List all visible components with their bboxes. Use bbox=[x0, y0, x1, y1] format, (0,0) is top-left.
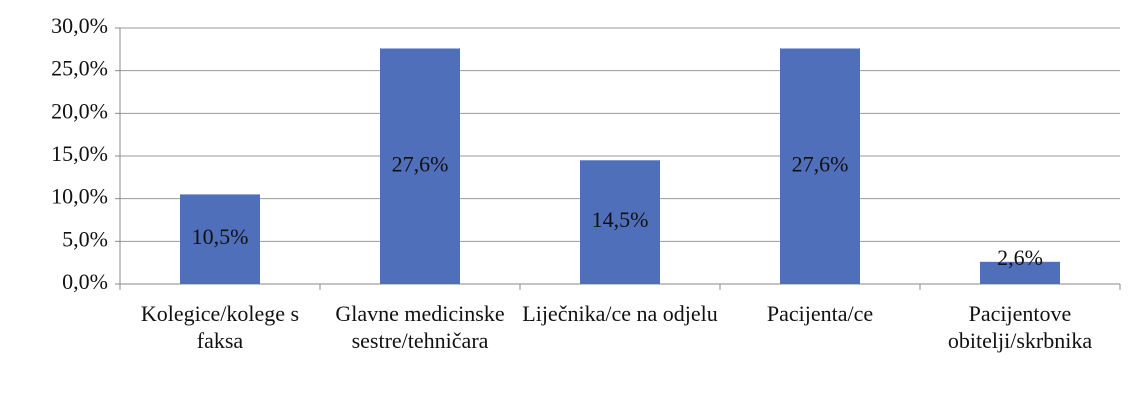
y-tick-label: 15,0% bbox=[51, 141, 108, 166]
bar bbox=[380, 48, 460, 285]
x-tick-label: Pacijentove obitelji/skrbnika bbox=[947, 301, 1093, 353]
x-tick-label: Liječnika/ce na odjelu bbox=[522, 301, 718, 326]
y-tick-label: 30,0% bbox=[51, 13, 108, 38]
bar bbox=[780, 48, 860, 285]
value-label: 10,5% bbox=[192, 224, 249, 249]
value-label: 14,5% bbox=[592, 207, 649, 232]
y-tick-label: 25,0% bbox=[51, 56, 108, 81]
x-tick-label: Kolegice/kolege s faksa bbox=[140, 301, 300, 353]
x-tick-label: Pacijenta/ce bbox=[766, 301, 874, 326]
y-tick-label: 10,0% bbox=[51, 184, 108, 209]
y-tick-label: 0,0% bbox=[62, 269, 108, 294]
value-label: 27,6% bbox=[792, 151, 849, 176]
bar bbox=[980, 261, 1060, 284]
bar bbox=[580, 160, 660, 284]
y-tick-label: 5,0% bbox=[62, 226, 108, 251]
value-label: 2,6% bbox=[997, 245, 1043, 270]
bar bbox=[180, 194, 260, 284]
y-tick-label: 20,0% bbox=[51, 98, 108, 123]
value-label: 27,6% bbox=[392, 151, 449, 176]
x-tick-label: Glavne medicinske sestre/tehničara bbox=[335, 301, 505, 353]
